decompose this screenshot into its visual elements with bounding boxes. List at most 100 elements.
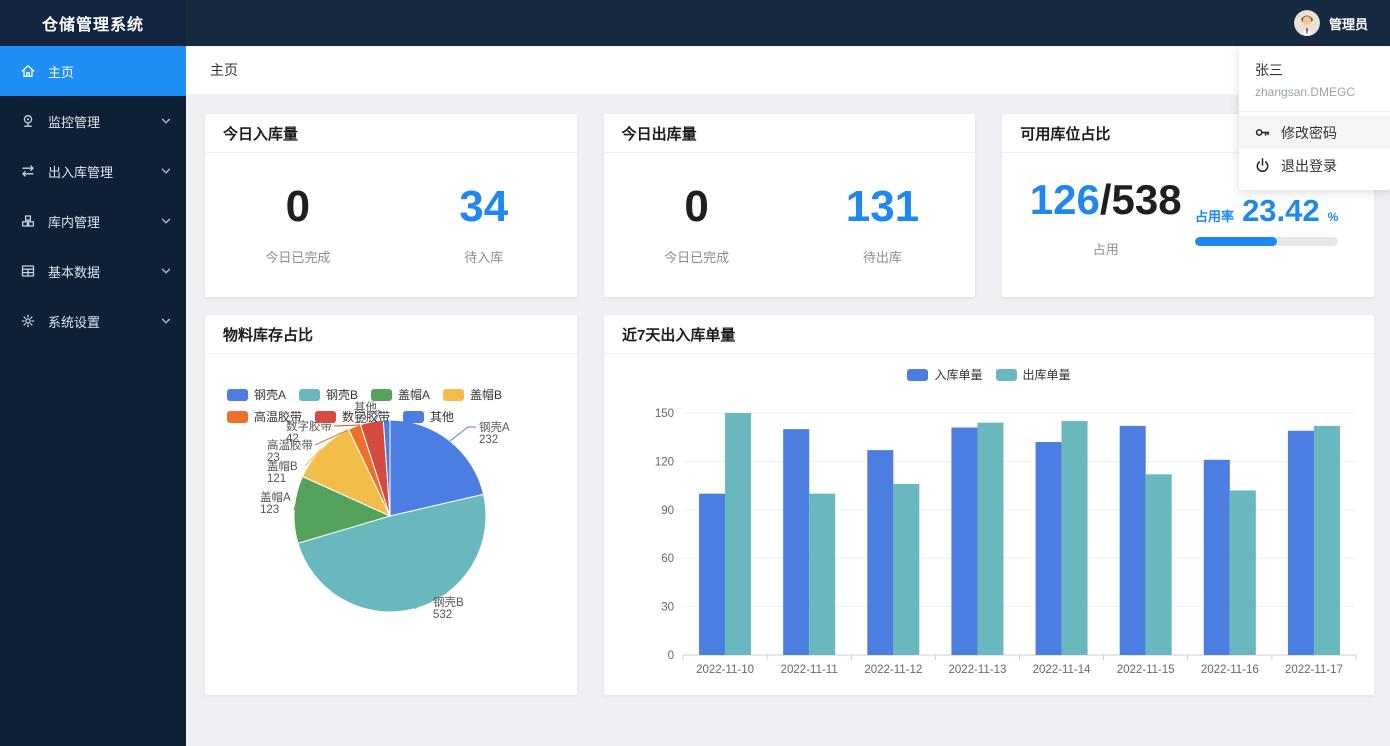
rate-unit: % [1327, 209, 1339, 224]
pie-label-line [414, 601, 430, 610]
legend-swatch [299, 388, 321, 401]
card-head: 近7天出入库单量 [604, 315, 1374, 354]
bar-入库单量-2022-11-17 [1287, 430, 1314, 655]
bar-出库单量-2022-11-14 [1061, 421, 1088, 655]
legend-item[interactable]: 其他 [403, 408, 454, 425]
pie-label-line [314, 429, 349, 446]
bar-出库单量-2022-11-12 [893, 483, 920, 655]
pie-label: 高温胶带 23 [267, 438, 313, 464]
top-header: 仓储管理系统 管理员 [0, 0, 1390, 46]
pie-label-line [333, 424, 361, 427]
pie-slice-钢壳A [389, 419, 485, 517]
bar-chart-canvas: 0 30 60 90 120 150 2022-11-10 2022-11-11 2022-11… [655, 408, 1357, 676]
stat-value: 34 [459, 181, 509, 231]
x-tick-label: 2022-11-12 [864, 664, 922, 676]
sidebar-item-monitor[interactable]: 监控管理 [0, 96, 186, 146]
breadcrumb-bar: 主页 [186, 46, 1390, 94]
pie-label: 盖帽B 121 [267, 459, 298, 485]
power-icon [1254, 157, 1271, 174]
y-tick-label: 150 [655, 408, 674, 420]
chevron-down-icon [160, 315, 172, 327]
capacity-used-label: 占用 [1092, 241, 1119, 257]
bar-入库单量-2022-11-11 [783, 429, 810, 655]
menu-divider [1239, 111, 1390, 112]
sidebar-item-settings[interactable]: 系统设置 [0, 296, 186, 346]
bar-入库单量-2022-11-15 [1119, 425, 1146, 655]
brand-title: 仓储管理系统 [0, 0, 186, 46]
card-head: 今日出库量 [603, 114, 976, 153]
rate-label: 占用率 [1195, 208, 1235, 224]
sidebar-item-basic-data[interactable]: 基本数据 [0, 246, 186, 296]
pie-label: 钢壳A 232 [479, 420, 510, 446]
breadcrumb: 主页 [210, 62, 238, 78]
home-icon [20, 63, 36, 79]
card-title: 今日出库量 [621, 125, 697, 143]
stat-value: 0 [684, 181, 709, 231]
card-title: 物料库存占比 [223, 326, 314, 344]
stat-label: 今日已完成 [664, 249, 730, 265]
bar-入库单量-2022-11-16 [1203, 459, 1230, 655]
pie-card: 物料库存占比 钢壳A 钢壳B 盖帽A 盖帽B 高温胶带 数字胶带 其他 钢壳A 232 钢壳B 5… [205, 315, 577, 695]
legend-label: 钢壳B [326, 388, 359, 402]
legend-swatch [371, 388, 393, 401]
stat-body: 0 今日已完成 131 待出库 [604, 153, 976, 297]
sidebar-item-warehouse[interactable]: 库内管理 [0, 196, 186, 246]
sidebar-item-inout[interactable]: 出入库管理 [0, 146, 186, 196]
sidebar-menu: 主页 监控管理 出入库管理 库内管理 基本数据系统设置 [0, 46, 186, 346]
main-area: 主页 今日入库量 0 今日已完成 34 待入库 [186, 46, 1390, 746]
gear-icon [20, 313, 36, 329]
legend-label: 高温胶带 [254, 410, 303, 424]
legend-item[interactable]: 数字胶带 [315, 408, 390, 425]
legend-item[interactable]: 钢壳B [299, 386, 358, 403]
avatar[interactable] [1293, 10, 1320, 36]
bar-legend: 入库单量 出库单量 [604, 366, 1374, 383]
pie-slice-钢壳B [297, 493, 487, 613]
legend-label: 盖帽B [470, 388, 503, 402]
legend-label: 钢壳A [254, 388, 287, 402]
pie-label: 盖帽A 123 [260, 490, 291, 516]
x-tick-label: 2022-11-14 [1033, 664, 1092, 676]
pie-slice-其他 [382, 419, 391, 517]
legend-label: 盖帽A [398, 388, 431, 402]
user-label[interactable]: 管理员 [1328, 16, 1368, 32]
capacity-fraction: 126/538 [1030, 178, 1182, 221]
card-title: 近7天出入库单量 [622, 326, 736, 344]
bar-出库单量-2022-11-15 [1145, 474, 1172, 655]
legend-swatch [443, 388, 465, 401]
sidebar-item-label: 系统设置 [48, 314, 101, 330]
occupancy-progress-fill [1195, 236, 1277, 246]
bar-入库单量-2022-11-13 [951, 427, 978, 655]
stat-pending: 131 待出库 [790, 153, 976, 297]
bar-出库单量-2022-11-13 [977, 422, 1004, 655]
sidebar-item-home[interactable]: 主页 [0, 46, 186, 96]
stat-card-inbound: 今日入库量 0 今日已完成 34 待入库 [205, 114, 577, 297]
bar-出库单量-2022-11-17 [1313, 425, 1340, 655]
user-info: 张三 zhangsan.DMEGC [1239, 46, 1390, 109]
legend-item[interactable]: 入库单量 [907, 366, 983, 383]
bar-入库单量-2022-11-14 [1035, 442, 1062, 655]
legend-item[interactable]: 高温胶带 [227, 408, 302, 425]
pie-label-line [304, 448, 322, 467]
legend-item[interactable]: 盖帽A [371, 386, 430, 403]
legend-swatch [227, 388, 248, 401]
stat-label: 待出库 [862, 249, 902, 265]
legend-item[interactable]: 盖帽B [443, 386, 502, 403]
pie-legend: 钢壳A 钢壳B 盖帽A 盖帽B 高温胶带 数字胶带 其他 [227, 386, 563, 425]
menu-item-logout[interactable]: 退出登录 [1239, 149, 1390, 182]
stat-value: 131 [845, 181, 920, 231]
pie-label-line [449, 426, 476, 442]
x-tick-label: 2022-11-13 [948, 664, 1006, 676]
bar-出库单量-2022-11-10 [725, 413, 752, 655]
y-tick-label: 30 [661, 602, 674, 614]
occupancy-block: 占用率 23.42 % [1195, 191, 1360, 246]
user-menu-trigger[interactable]: 管理员 [1293, 10, 1390, 36]
legend-item[interactable]: 出库单量 [995, 366, 1071, 383]
bar-出库单量-2022-11-16 [1229, 490, 1256, 655]
chevron-down-icon [160, 115, 172, 127]
stat-card-outbound: 今日出库量 0 今日已完成 131 待出库 [603, 114, 976, 297]
legend-item[interactable]: 钢壳A [227, 386, 286, 403]
capacity-body: 126/538 占用 占用率 23.42 % [1002, 153, 1374, 297]
y-tick-label: 90 [661, 505, 674, 517]
transfer-icon [20, 163, 36, 179]
menu-item-change-password[interactable]: 修改密码 [1239, 116, 1390, 149]
